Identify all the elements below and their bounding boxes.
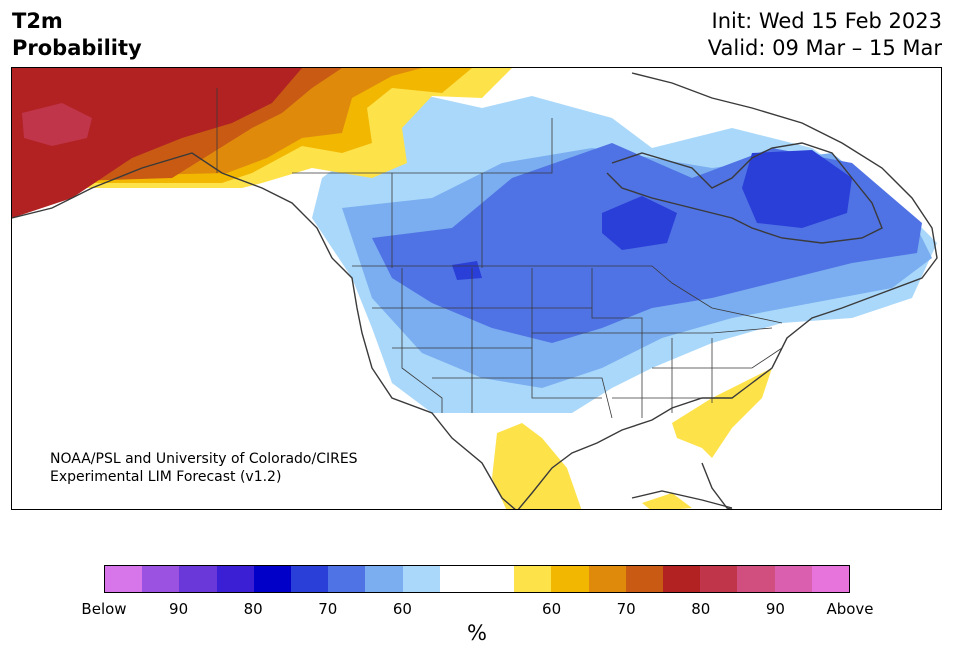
region-above-50-mexico [492, 423, 582, 509]
credit-line-2: Experimental LIM Forecast (v1.2) [50, 469, 282, 485]
credit-line-1: NOAA/PSL and University of Colorado/CIRE… [50, 451, 358, 467]
colorbar-segment [774, 566, 812, 592]
colorbar-tick-label: 90 [765, 600, 785, 618]
map-subtitle: Probability [12, 36, 142, 60]
map-canvas [12, 68, 938, 509]
data-credit: NOAA/PSL and University of Colorado/CIRE… [50, 450, 358, 486]
colorbar-segment [551, 566, 589, 592]
colorbar-tick-label: 80 [243, 600, 263, 618]
colorbar-segment [328, 566, 366, 592]
colorbar-tick-label: Above [826, 600, 874, 618]
colorbar-tick-label: 60 [392, 600, 412, 618]
region-below-80-b [742, 150, 852, 228]
forecast-dates: Init: Wed 15 Feb 2023 Valid: 09 Mar – 15… [708, 8, 942, 62]
colorbar-segment [402, 566, 440, 592]
colorbar-tick-label: Below [81, 600, 127, 618]
colorbar-tick-label: 70 [318, 600, 338, 618]
colorbar-segment [142, 566, 180, 592]
variable-name: T2m [12, 9, 63, 33]
colorbar-segment [216, 566, 254, 592]
colorbar [104, 565, 850, 593]
colorbar-segment [439, 566, 478, 592]
colorbar-segment [737, 566, 775, 592]
colorbar-segment [105, 566, 143, 592]
coastlines [12, 72, 938, 509]
valid-range: Valid: 09 Mar – 15 Mar [707, 36, 942, 60]
colorbar-tick-label: 80 [691, 600, 711, 618]
political-borders [216, 88, 783, 419]
forecast-map: NOAA/PSL and University of Colorado/CIRE… [11, 67, 942, 510]
colorbar-segment [253, 566, 292, 592]
colorbar-tick-label: 70 [616, 600, 636, 618]
region-above-90 [12, 68, 302, 218]
region-above-max [22, 103, 92, 146]
region-above-50-caribbean [642, 493, 692, 509]
colorbar-tick-label: 60 [542, 600, 562, 618]
colorbar-segment [663, 566, 701, 592]
colorbar-segment [700, 566, 738, 592]
colorbar-segment [588, 566, 626, 592]
colorbar-segment [179, 566, 217, 592]
colorbar-segment [365, 566, 403, 592]
colorbar-segment [514, 566, 552, 592]
map-title: T2m Probability [12, 8, 142, 62]
colorbar-unit: % [467, 621, 487, 645]
colorbar-segment [477, 566, 515, 592]
colorbar-segment [811, 566, 850, 592]
region-above-50-southeast [672, 368, 772, 458]
colorbar-segment [291, 566, 329, 592]
colorbar-tick-label: 90 [169, 600, 189, 618]
init-date: Init: Wed 15 Feb 2023 [711, 9, 942, 33]
region-below-80-a [602, 196, 677, 250]
colorbar-segment [625, 566, 664, 592]
